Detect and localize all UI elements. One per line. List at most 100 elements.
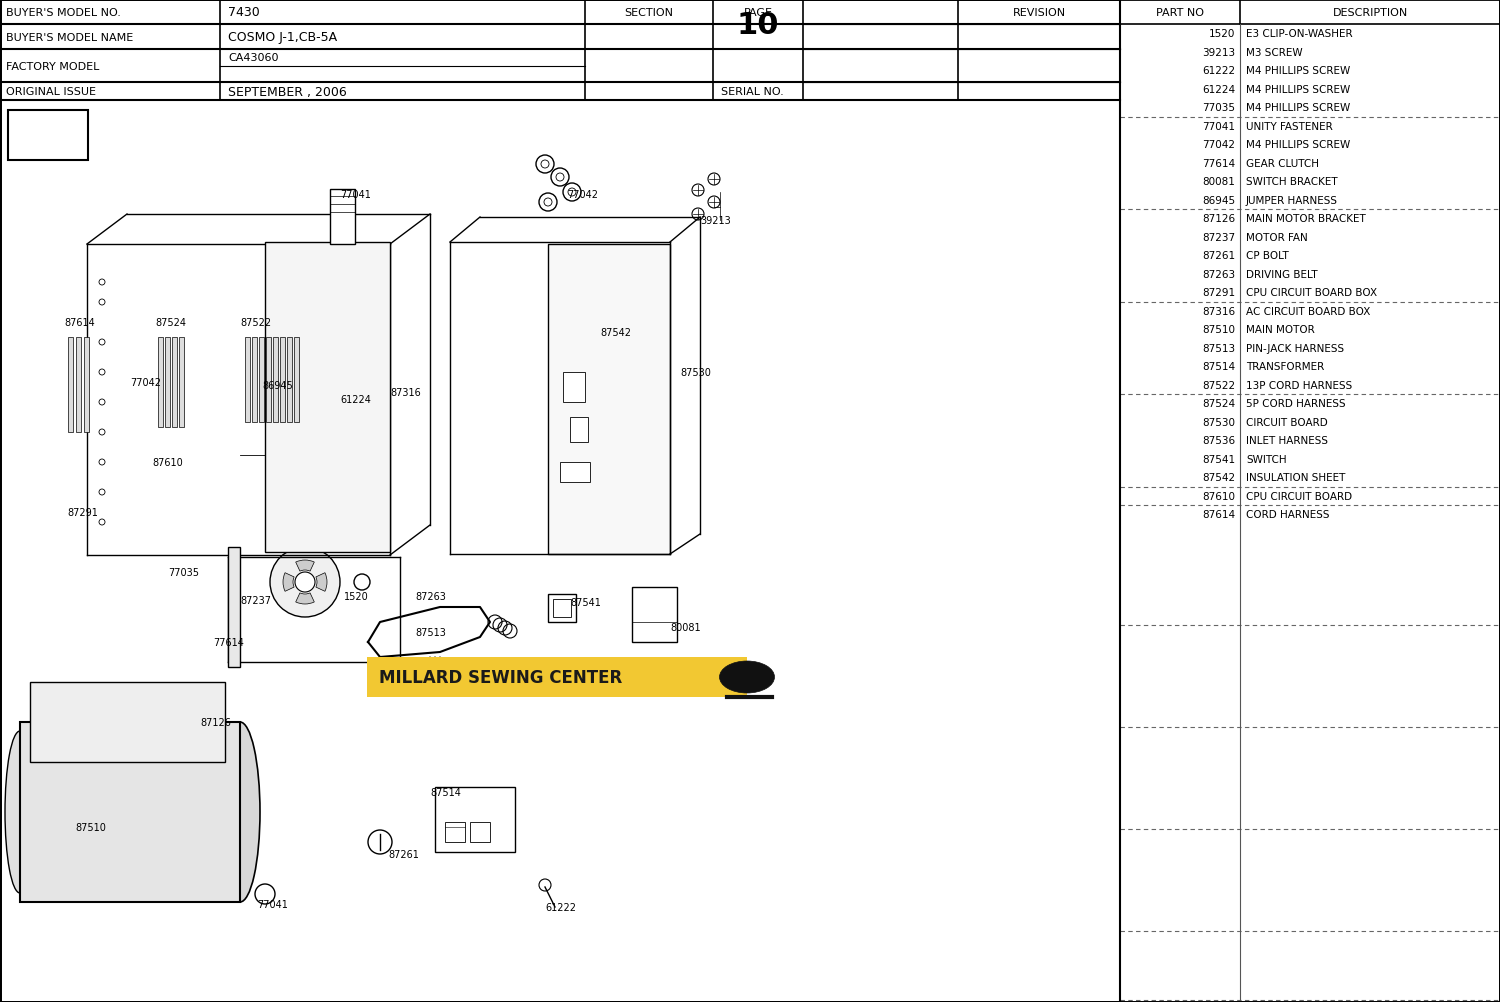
Text: CPU CIRCUIT BOARD: CPU CIRCUIT BOARD	[1246, 491, 1352, 501]
Circle shape	[44, 737, 57, 752]
Text: PAGE: PAGE	[744, 7, 772, 17]
Ellipse shape	[220, 722, 260, 902]
Bar	[8, 111, 88, 161]
Text: 87291: 87291	[68, 507, 98, 517]
Bar	[68, 338, 74, 433]
Text: 61224: 61224	[1202, 84, 1234, 94]
Text: 86945: 86945	[1202, 195, 1234, 205]
Bar	[252, 338, 257, 423]
Text: 87237: 87237	[1202, 232, 1234, 242]
Text: 61222: 61222	[1202, 66, 1234, 76]
Text: 87510: 87510	[75, 823, 106, 833]
Text: COSMO J-1,CB-5A: COSMO J-1,CB-5A	[228, 31, 338, 44]
Wedge shape	[284, 573, 294, 592]
Text: 87524: 87524	[1202, 399, 1234, 409]
Text: 87536: 87536	[430, 657, 460, 667]
Text: BUYER'S MODEL NAME: BUYER'S MODEL NAME	[6, 32, 134, 42]
Ellipse shape	[720, 661, 774, 693]
Wedge shape	[296, 593, 315, 604]
Text: 87614: 87614	[1202, 510, 1234, 520]
Text: GEAR CLUTCH: GEAR CLUTCH	[1246, 158, 1318, 168]
Circle shape	[354, 574, 370, 590]
Circle shape	[170, 693, 183, 707]
Circle shape	[128, 737, 141, 752]
Text: 87263: 87263	[1202, 270, 1234, 280]
Circle shape	[86, 693, 99, 707]
Text: MOTOR FAN: MOTOR FAN	[1246, 232, 1308, 242]
Wedge shape	[296, 560, 315, 571]
Text: 39213: 39213	[700, 215, 730, 225]
Circle shape	[44, 715, 57, 729]
Text: 87514: 87514	[430, 788, 460, 798]
Text: FACTORY MODEL: FACTORY MODEL	[6, 61, 99, 71]
Text: 77042: 77042	[567, 189, 598, 199]
Bar	[84, 338, 88, 433]
Bar	[273, 338, 278, 423]
Text: 39213: 39213	[1202, 48, 1234, 58]
Circle shape	[86, 737, 99, 752]
Text: 87514: 87514	[1202, 362, 1234, 372]
Text: 87522: 87522	[1202, 381, 1234, 391]
Bar	[165, 338, 170, 428]
Text: 77041: 77041	[340, 189, 370, 199]
Bar	[266, 338, 272, 423]
Text: 61224: 61224	[340, 395, 370, 405]
Text: SECTION: SECTION	[624, 7, 674, 17]
Circle shape	[538, 193, 556, 211]
Bar	[158, 338, 164, 428]
Wedge shape	[316, 573, 327, 592]
Circle shape	[86, 715, 99, 729]
Text: TRANSFORMER: TRANSFORMER	[1246, 362, 1324, 372]
Bar	[30, 682, 225, 763]
Bar	[260, 338, 264, 423]
Text: 77035: 77035	[168, 567, 200, 577]
Text: 10: 10	[736, 10, 780, 39]
Text: MAIN MOTOR: MAIN MOTOR	[1246, 325, 1314, 335]
Text: 87610: 87610	[1202, 491, 1234, 501]
Text: CPU CIRCUIT BOARD BOX: CPU CIRCUIT BOARD BOX	[1246, 288, 1377, 298]
Text: REVISION: REVISION	[1013, 7, 1065, 17]
Text: 5P CORD HARNESS: 5P CORD HARNESS	[1246, 399, 1346, 409]
Bar	[286, 338, 292, 423]
Bar	[266, 242, 390, 552]
Text: MILLARD SEWING CENTER: MILLARD SEWING CENTER	[380, 668, 622, 686]
Circle shape	[255, 884, 274, 904]
Text: 87541: 87541	[1202, 454, 1234, 464]
Text: 87316: 87316	[1202, 307, 1234, 317]
Text: M4 PHILLIPS SCREW: M4 PHILLIPS SCREW	[1246, 84, 1350, 94]
Circle shape	[170, 715, 183, 729]
Bar	[368, 657, 747, 697]
Text: 77614: 77614	[1202, 158, 1234, 168]
Bar	[435, 788, 514, 852]
Text: JUMPER HARNESS: JUMPER HARNESS	[1246, 195, 1338, 205]
Text: DRIVING BELT: DRIVING BELT	[1246, 270, 1317, 280]
Circle shape	[550, 168, 568, 186]
Ellipse shape	[4, 731, 34, 893]
Bar	[330, 189, 356, 244]
Bar	[548, 244, 670, 554]
Text: 77041: 77041	[256, 899, 288, 909]
Circle shape	[708, 173, 720, 185]
Text: AC CIRCUIT BOARD BOX: AC CIRCUIT BOARD BOX	[1246, 307, 1371, 317]
Text: 77042: 77042	[130, 378, 160, 388]
Bar	[570, 418, 588, 443]
Text: 1520: 1520	[1209, 29, 1234, 39]
Circle shape	[708, 196, 720, 208]
Text: 87536: 87536	[1202, 436, 1234, 446]
Text: M3 SCREW: M3 SCREW	[1246, 48, 1302, 58]
Text: CORD HARNESS: CORD HARNESS	[1246, 510, 1329, 520]
Circle shape	[368, 831, 392, 854]
Text: M4 PHILLIPS SCREW: M4 PHILLIPS SCREW	[1246, 140, 1350, 150]
Text: SWITCH BRACKET: SWITCH BRACKET	[1246, 177, 1338, 187]
Text: CA43060: CA43060	[228, 53, 279, 63]
Text: 87291: 87291	[1202, 288, 1234, 298]
Text: BUYER'S MODEL NO.: BUYER'S MODEL NO.	[6, 7, 122, 17]
Bar	[632, 587, 676, 642]
Text: 86945: 86945	[262, 381, 292, 391]
Text: 87541: 87541	[570, 597, 602, 607]
Text: 87530: 87530	[1202, 418, 1234, 427]
Circle shape	[692, 208, 703, 220]
Text: 87542: 87542	[1202, 473, 1234, 483]
Circle shape	[44, 693, 57, 707]
Text: E3 CLIP-ON-WASHER: E3 CLIP-ON-WASHER	[1246, 29, 1353, 39]
